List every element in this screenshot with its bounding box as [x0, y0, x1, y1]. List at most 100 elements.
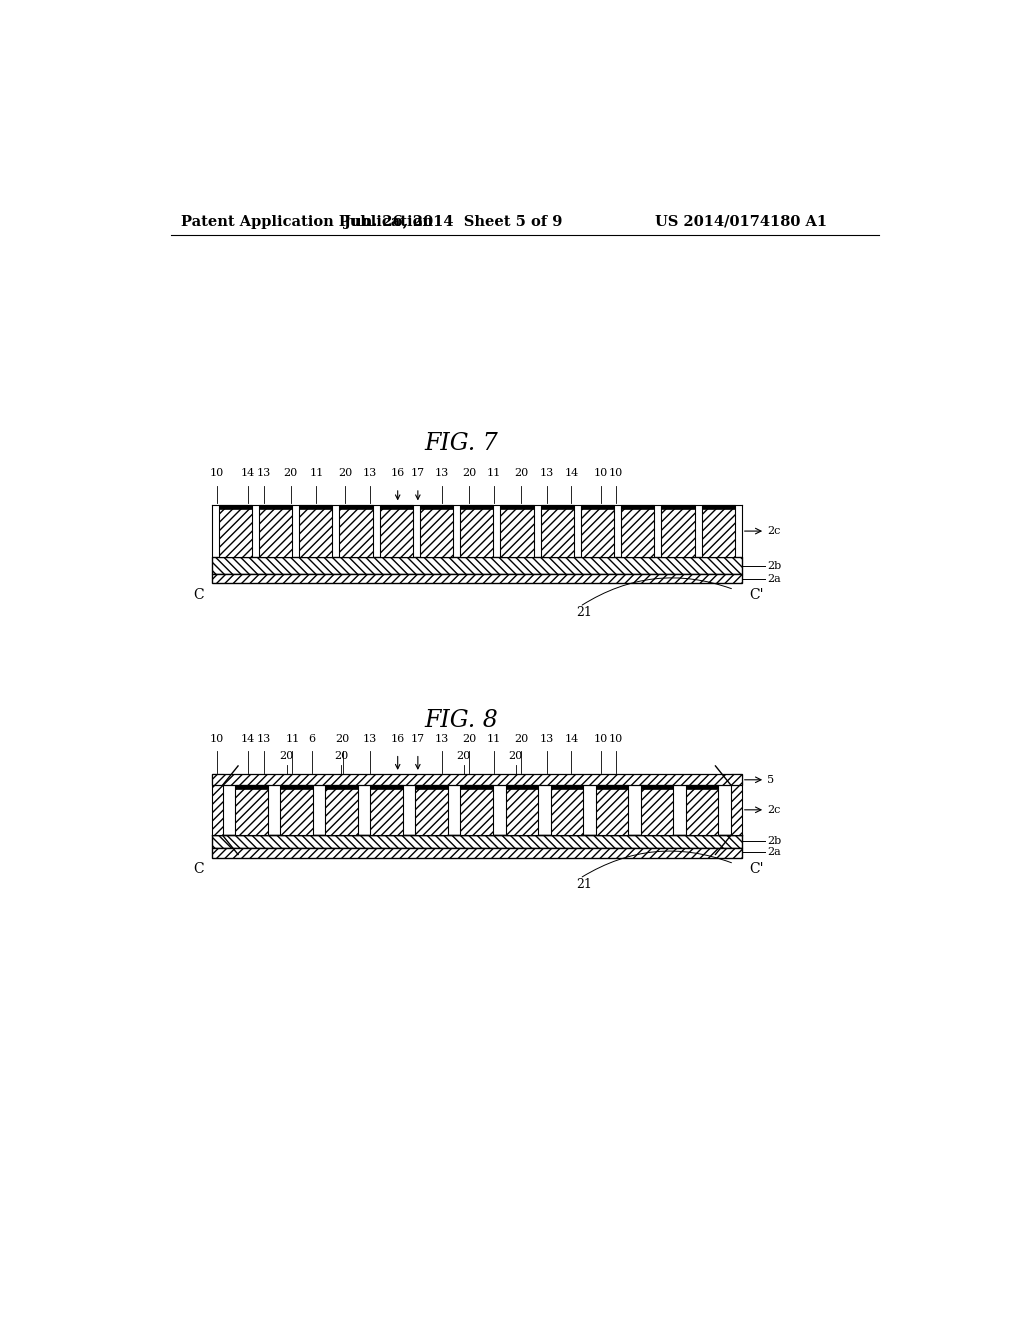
- Bar: [339, 504, 373, 508]
- Bar: [551, 785, 584, 836]
- Bar: [662, 504, 694, 557]
- Bar: [662, 504, 694, 508]
- Bar: [622, 504, 654, 508]
- Text: 13: 13: [362, 469, 377, 478]
- Bar: [259, 504, 292, 557]
- Bar: [218, 504, 252, 508]
- Text: 20: 20: [280, 751, 294, 762]
- Bar: [461, 785, 493, 836]
- Bar: [416, 785, 447, 789]
- Bar: [541, 504, 573, 557]
- Bar: [299, 504, 333, 508]
- Bar: [259, 504, 292, 508]
- Bar: [701, 504, 735, 557]
- Bar: [371, 785, 402, 789]
- Bar: [212, 775, 741, 785]
- Text: 20: 20: [336, 734, 350, 743]
- Text: C: C: [194, 587, 204, 602]
- Text: 6: 6: [308, 734, 315, 743]
- Text: 13: 13: [435, 469, 449, 478]
- Text: 21: 21: [575, 878, 592, 891]
- Text: 10: 10: [594, 734, 608, 743]
- Text: C': C': [750, 862, 764, 876]
- Bar: [236, 785, 267, 836]
- Text: 2b: 2b: [767, 561, 781, 570]
- Text: 11: 11: [309, 469, 324, 478]
- Text: 14: 14: [241, 469, 255, 478]
- Text: 17: 17: [411, 469, 425, 478]
- Bar: [281, 785, 312, 789]
- Bar: [506, 785, 538, 836]
- Bar: [212, 574, 741, 583]
- Text: 13: 13: [540, 734, 554, 743]
- Bar: [212, 836, 741, 847]
- Bar: [380, 504, 413, 508]
- Text: 21: 21: [575, 606, 592, 619]
- Text: 14: 14: [564, 734, 579, 743]
- Text: 17: 17: [411, 734, 425, 743]
- Text: Jun. 26, 2014  Sheet 5 of 9: Jun. 26, 2014 Sheet 5 of 9: [344, 215, 562, 228]
- Text: FIG. 8: FIG. 8: [424, 709, 498, 733]
- Text: 20: 20: [462, 469, 476, 478]
- Text: 20: 20: [284, 469, 298, 478]
- Bar: [416, 785, 447, 836]
- Text: 16: 16: [390, 734, 404, 743]
- Text: 20: 20: [457, 751, 471, 762]
- Bar: [380, 504, 413, 557]
- Text: 5: 5: [767, 775, 774, 785]
- Bar: [420, 504, 454, 508]
- Bar: [596, 785, 629, 836]
- Text: 2c: 2c: [767, 527, 780, 536]
- Text: 2c: 2c: [767, 805, 780, 814]
- Text: 11: 11: [486, 469, 501, 478]
- Text: 2a: 2a: [767, 574, 781, 583]
- Text: C: C: [194, 862, 204, 876]
- Text: 2b: 2b: [767, 837, 781, 846]
- Bar: [506, 785, 538, 789]
- Bar: [299, 504, 333, 557]
- Bar: [501, 504, 534, 508]
- Text: 20: 20: [514, 469, 528, 478]
- Text: 13: 13: [362, 734, 377, 743]
- Text: 11: 11: [486, 734, 501, 743]
- Text: 10: 10: [609, 734, 624, 743]
- Text: 10: 10: [210, 469, 224, 478]
- Bar: [236, 785, 267, 789]
- Bar: [686, 785, 719, 836]
- Bar: [731, 775, 741, 836]
- Text: 13: 13: [256, 469, 270, 478]
- Bar: [461, 785, 493, 789]
- Bar: [218, 504, 252, 557]
- Bar: [460, 504, 494, 508]
- Bar: [420, 504, 454, 557]
- Text: 20: 20: [462, 734, 476, 743]
- Bar: [212, 775, 222, 836]
- Bar: [551, 785, 584, 789]
- Bar: [641, 785, 674, 836]
- Text: 13: 13: [540, 469, 554, 478]
- Bar: [212, 557, 741, 574]
- Text: 11: 11: [285, 734, 299, 743]
- Text: 20: 20: [508, 751, 522, 762]
- Bar: [460, 504, 494, 557]
- Bar: [701, 504, 735, 508]
- Bar: [339, 504, 373, 557]
- Text: 20: 20: [334, 751, 348, 762]
- Bar: [501, 504, 534, 557]
- Bar: [326, 785, 357, 789]
- Bar: [581, 504, 614, 508]
- Text: 10: 10: [594, 469, 608, 478]
- Text: 13: 13: [256, 734, 270, 743]
- Bar: [686, 785, 719, 789]
- Text: 20: 20: [514, 734, 528, 743]
- Text: 16: 16: [390, 469, 404, 478]
- Text: 14: 14: [241, 734, 255, 743]
- Text: 2a: 2a: [767, 847, 781, 857]
- Bar: [541, 504, 573, 508]
- Bar: [281, 785, 312, 836]
- Text: FIG. 7: FIG. 7: [424, 432, 498, 455]
- Bar: [641, 785, 674, 789]
- Bar: [622, 504, 654, 557]
- Text: 14: 14: [564, 469, 579, 478]
- Bar: [596, 785, 629, 789]
